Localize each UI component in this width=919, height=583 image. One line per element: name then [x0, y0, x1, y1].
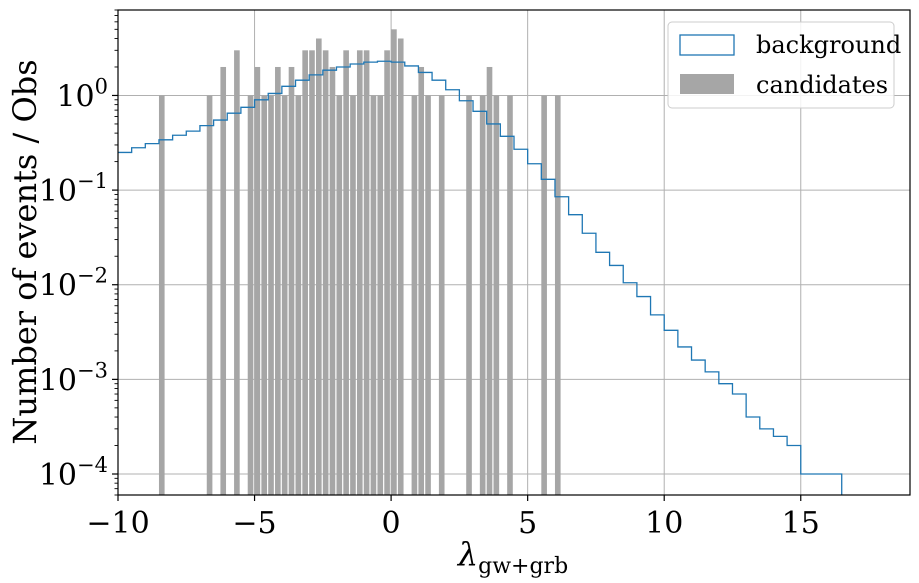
x-tick-label: 0 [382, 506, 401, 541]
x-tick-label: 10 [645, 506, 683, 541]
candidates-bars [158, 29, 561, 496]
candidate-bar [302, 50, 308, 495]
y-axis-ticks: 100 10−1 10−2 10−3 10−4 [39, 9, 118, 496]
y-tick-label: 10−3 [39, 358, 108, 398]
candidate-bar [158, 95, 165, 495]
candidate-bar [397, 38, 404, 495]
x-tick-label: 5 [518, 506, 537, 541]
candidate-bar [281, 95, 288, 495]
x-tick-label: 15 [782, 506, 820, 541]
x-tick-label: −10 [86, 506, 149, 541]
candidate-bar [466, 95, 472, 495]
legend-candidates-label: candidates [756, 71, 888, 99]
candidate-bar [418, 66, 425, 496]
candidate-bar [309, 50, 315, 495]
candidate-bar [288, 66, 295, 496]
y-axis-label: Number of events / Obs [6, 59, 44, 444]
candidate-bar [234, 50, 240, 495]
candidate-bar [554, 95, 561, 495]
candidate-bar [254, 66, 261, 496]
candidate-bar [391, 29, 397, 495]
y-tick-label: 10−2 [39, 264, 108, 304]
candidate-bar [541, 95, 547, 495]
candidate-bar [329, 66, 336, 496]
background-step-path [118, 60, 843, 495]
candidate-bar [316, 38, 322, 495]
legend-candidates-swatch [680, 74, 734, 94]
candidate-bar [486, 66, 493, 496]
candidate-bar [363, 50, 370, 495]
plot-frame [117, 9, 911, 496]
candidate-bar [206, 95, 213, 495]
candidate-bar [384, 50, 390, 495]
legend-background-swatch [679, 34, 735, 56]
candidate-bar [507, 95, 513, 495]
candidate-bar [370, 95, 377, 495]
candidate-bar [343, 50, 349, 495]
candidate-bar [268, 95, 274, 495]
candidate-bar [275, 66, 281, 496]
candidate-bar [411, 95, 418, 495]
y-tick-label: 10−4 [39, 453, 108, 493]
x-axis-ticks: −10 −5 0 5 10 15 [86, 495, 820, 541]
x-axis-label: λgw+grb [456, 535, 568, 579]
candidate-bar [493, 95, 500, 495]
legend-background-label: background [756, 31, 901, 59]
candidate-bar [295, 95, 302, 495]
candidate-bar [261, 95, 268, 495]
y-tick-label: 100 [56, 74, 108, 114]
candidate-bar [425, 95, 431, 495]
candidate-bar [356, 50, 363, 495]
axes-frame [117, 9, 911, 496]
y-tick-label: 10−1 [39, 169, 108, 209]
candidate-bar [350, 95, 356, 495]
candidate-bar [247, 95, 254, 495]
candidate-bar [322, 50, 329, 495]
legend: background candidates [667, 21, 901, 109]
candidate-bar [377, 95, 384, 495]
background-step-line [118, 60, 843, 495]
x-tick-label: −5 [232, 506, 276, 541]
candidate-bar [479, 95, 486, 495]
candidate-bar [220, 66, 227, 496]
candidate-bar [336, 95, 343, 495]
candidate-bar [438, 95, 445, 495]
